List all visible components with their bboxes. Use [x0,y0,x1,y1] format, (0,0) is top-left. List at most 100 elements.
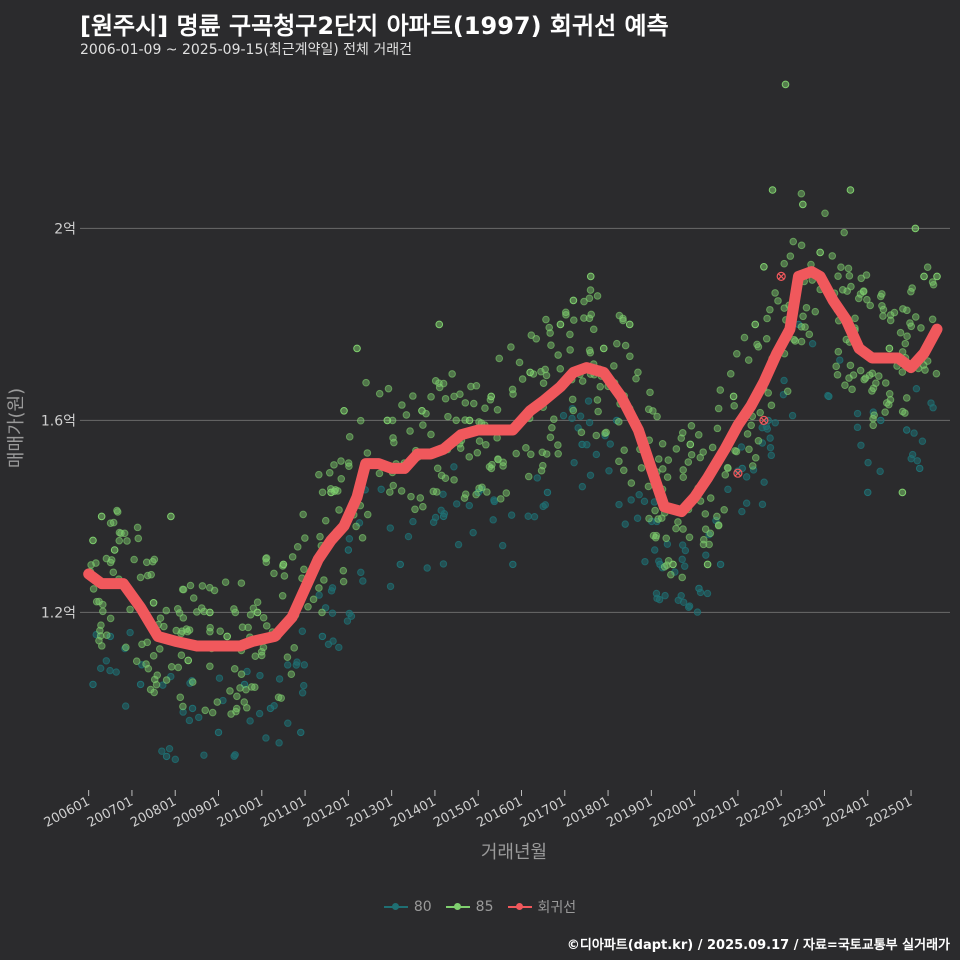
point-85 [797,337,806,346]
point-85 [122,643,130,652]
point-85 [407,492,415,501]
source-credit: ©디아파트(dapt.kr) / 2025.09.17 / 자료=국토교통부 실… [566,938,950,953]
point-80 [693,608,702,616]
point-85 [663,473,672,481]
point-85 [339,577,348,586]
point-85 [599,344,608,353]
point-85 [499,462,507,470]
point-85 [632,374,640,383]
point-85 [589,325,598,334]
point-85 [406,427,414,435]
point-80 [651,546,659,554]
point-80 [808,339,817,348]
point-80 [386,582,395,591]
point-85 [309,595,318,604]
point-85 [578,377,587,385]
point-85 [259,613,268,622]
point-85 [596,382,605,391]
point-85 [744,356,753,364]
point-80 [188,704,197,713]
point-85 [87,561,95,569]
point-80 [916,464,924,473]
point-80 [102,657,111,665]
x-tick-label: 202001 [648,794,699,831]
legend-key-80 [383,900,408,914]
point-85 [316,532,324,541]
point-80 [344,546,353,554]
point-85 [358,534,367,542]
point-85 [201,706,210,715]
point-85 [841,381,849,390]
x-axis-label: 거래년월 [481,842,547,863]
point-85 [550,415,558,424]
point-85 [512,449,520,458]
point-85 [106,614,115,623]
point-85 [562,311,570,319]
point-80 [437,506,445,515]
highlight-point [759,415,769,425]
point-85 [97,512,106,521]
point-85 [321,516,330,525]
point-85 [461,399,470,407]
point-85 [352,522,360,531]
point-85 [745,445,753,454]
point-85 [330,461,338,469]
point-80 [760,478,768,486]
point-80 [584,397,593,405]
point-85 [906,319,914,327]
point-85 [856,290,865,298]
point-80 [910,429,918,437]
point-85 [556,365,565,373]
point-80 [195,713,203,722]
point-85 [797,241,806,250]
point-85 [923,357,932,365]
point-85 [679,466,687,474]
point-80 [853,423,862,432]
point-85 [669,560,677,569]
point-85 [213,698,222,706]
point-80 [357,568,365,577]
point-85 [619,466,628,475]
point-80 [641,557,649,566]
point-80 [533,474,541,482]
point-85 [730,402,738,410]
point-80 [439,512,448,521]
point-85 [732,447,741,456]
point-85 [353,344,361,353]
point-85 [797,322,806,331]
point-85 [923,263,932,271]
point-85 [226,687,234,695]
x-tick-label: 200601 [42,794,93,831]
point-85 [437,471,446,480]
point-85 [251,652,260,661]
point-85 [546,433,555,442]
point-85 [751,320,760,329]
point-80 [298,689,307,697]
y-tick-label: 2억 [54,221,76,237]
point-85 [861,374,870,382]
point-80 [927,399,935,407]
point-85 [524,472,533,481]
point-85 [397,487,406,495]
point-85 [416,494,425,502]
point-85 [174,663,183,672]
point-85 [97,642,106,650]
point-80 [685,602,694,610]
point-85 [152,680,161,689]
point-80 [771,419,779,427]
point-85 [167,512,175,521]
point-85 [856,366,865,375]
point-85 [427,393,435,401]
point-85 [337,457,345,465]
x-tick-label: 201801 [561,794,612,831]
point-80 [543,488,552,497]
point-85 [886,311,895,319]
point-80 [653,594,661,603]
point-80 [465,501,473,510]
point-85 [767,401,776,410]
point-85 [805,330,814,339]
point-85 [754,436,763,445]
point-85 [494,455,502,463]
point-85 [538,448,547,457]
point-85 [724,464,732,472]
